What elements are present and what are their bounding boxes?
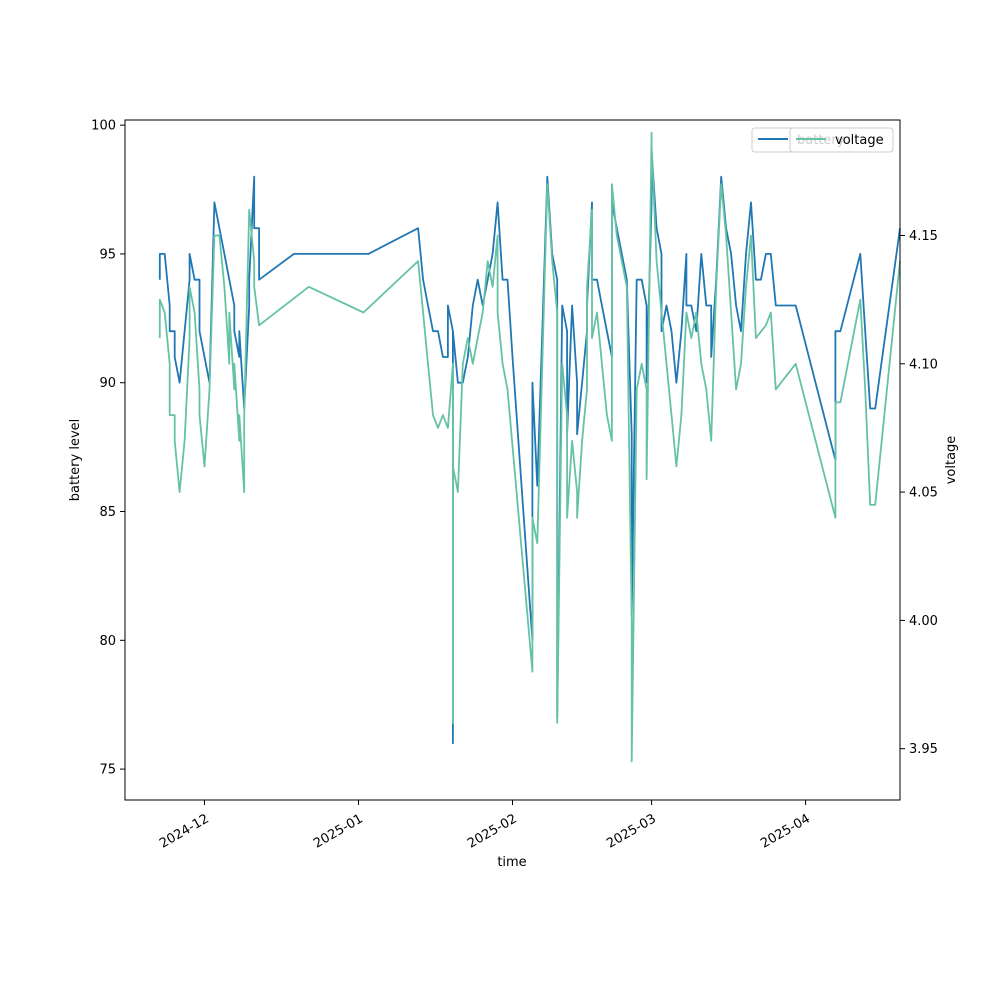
y2-axis-ticks: 3.95 4.00 4.05 4.10 4.15	[900, 229, 938, 757]
y-axis-label: battery level	[68, 419, 83, 502]
plot-area	[125, 120, 900, 800]
y2-axis-label: voltage	[944, 436, 959, 485]
y-tick-label: 95	[99, 247, 116, 262]
y2-tick-label: 4.05	[909, 486, 938, 501]
legend-box	[789, 127, 894, 153]
y-tick-label: 75	[99, 763, 116, 778]
y2-tick-label: 4.10	[909, 357, 938, 372]
series-line-voltage	[158, 131, 901, 763]
y-tick-label: 90	[99, 376, 116, 391]
y2-tick-label: 4.00	[909, 614, 938, 629]
y-tick-label: 100	[91, 119, 116, 134]
x-axis-label: time	[497, 855, 526, 870]
legend-voltage-label: voltage	[835, 133, 884, 148]
y2-tick-label: 3.95	[909, 742, 938, 757]
y2-tick-label: 4.15	[909, 229, 938, 244]
y-axis-ticks: 75 80 85 90 95 100	[91, 119, 125, 778]
y-tick-label: 80	[99, 634, 116, 649]
y-tick-label: 85	[99, 505, 116, 520]
legend-voltage: voltage	[789, 127, 894, 153]
series-lines	[158, 131, 901, 763]
